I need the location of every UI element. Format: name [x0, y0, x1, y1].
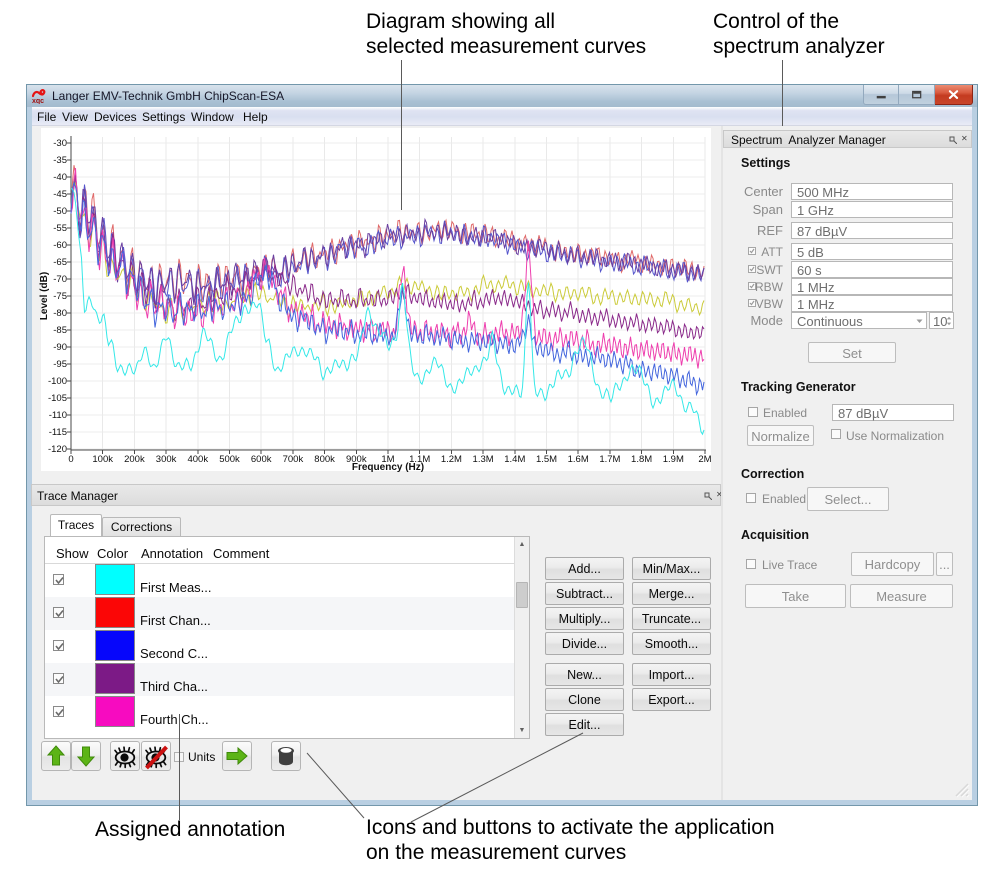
svg-text:1.1M: 1.1M — [409, 454, 430, 465]
svg-text:-75: -75 — [53, 291, 67, 302]
svg-text:1.9M: 1.9M — [663, 454, 684, 465]
svg-text:-105: -105 — [48, 393, 67, 404]
svg-text:1.3M: 1.3M — [473, 454, 494, 465]
svg-text:1.4M: 1.4M — [504, 454, 525, 465]
svg-text:-40: -40 — [53, 172, 67, 183]
svg-text:400k: 400k — [187, 454, 208, 465]
svg-text:-95: -95 — [53, 359, 67, 370]
svg-text:1.7M: 1.7M — [599, 454, 620, 465]
svg-text:1.8M: 1.8M — [631, 454, 652, 465]
svg-text:-85: -85 — [53, 325, 67, 336]
svg-text:-35: -35 — [53, 155, 67, 166]
svg-text:-65: -65 — [53, 257, 67, 268]
svg-text:Level (dB): Level (dB) — [39, 272, 50, 320]
svg-text:0: 0 — [68, 454, 73, 465]
svg-text:1.2M: 1.2M — [441, 454, 462, 465]
svg-text:100k: 100k — [92, 454, 113, 465]
svg-text:1.6M: 1.6M — [568, 454, 589, 465]
svg-text:200k: 200k — [124, 454, 145, 465]
svg-text:xqc: xqc — [32, 98, 44, 104]
svg-text:-120: -120 — [48, 444, 67, 455]
svg-text:Frequency (Hz): Frequency (Hz) — [352, 462, 424, 473]
svg-text:500k: 500k — [219, 454, 240, 465]
svg-text:-110: -110 — [49, 410, 67, 421]
svg-text:2M: 2M — [698, 454, 711, 465]
svg-text:-115: -115 — [49, 427, 67, 438]
svg-text:-30: -30 — [53, 138, 67, 149]
svg-text:-45: -45 — [53, 189, 67, 200]
svg-text:-70: -70 — [53, 274, 67, 285]
svg-text:1M: 1M — [381, 454, 394, 465]
svg-text:600k: 600k — [251, 454, 272, 465]
svg-text:1.5M: 1.5M — [536, 454, 557, 465]
svg-text:300k: 300k — [156, 454, 177, 465]
svg-text:900k: 900k — [346, 454, 367, 465]
svg-text:700k: 700k — [283, 454, 304, 465]
svg-text:-55: -55 — [53, 223, 67, 234]
svg-text:800k: 800k — [314, 454, 335, 465]
svg-text:-50: -50 — [53, 206, 67, 217]
svg-text:-90: -90 — [53, 342, 67, 353]
svg-text:-80: -80 — [53, 308, 67, 319]
svg-text:-60: -60 — [53, 240, 67, 251]
svg-text:-100: -100 — [48, 376, 67, 387]
